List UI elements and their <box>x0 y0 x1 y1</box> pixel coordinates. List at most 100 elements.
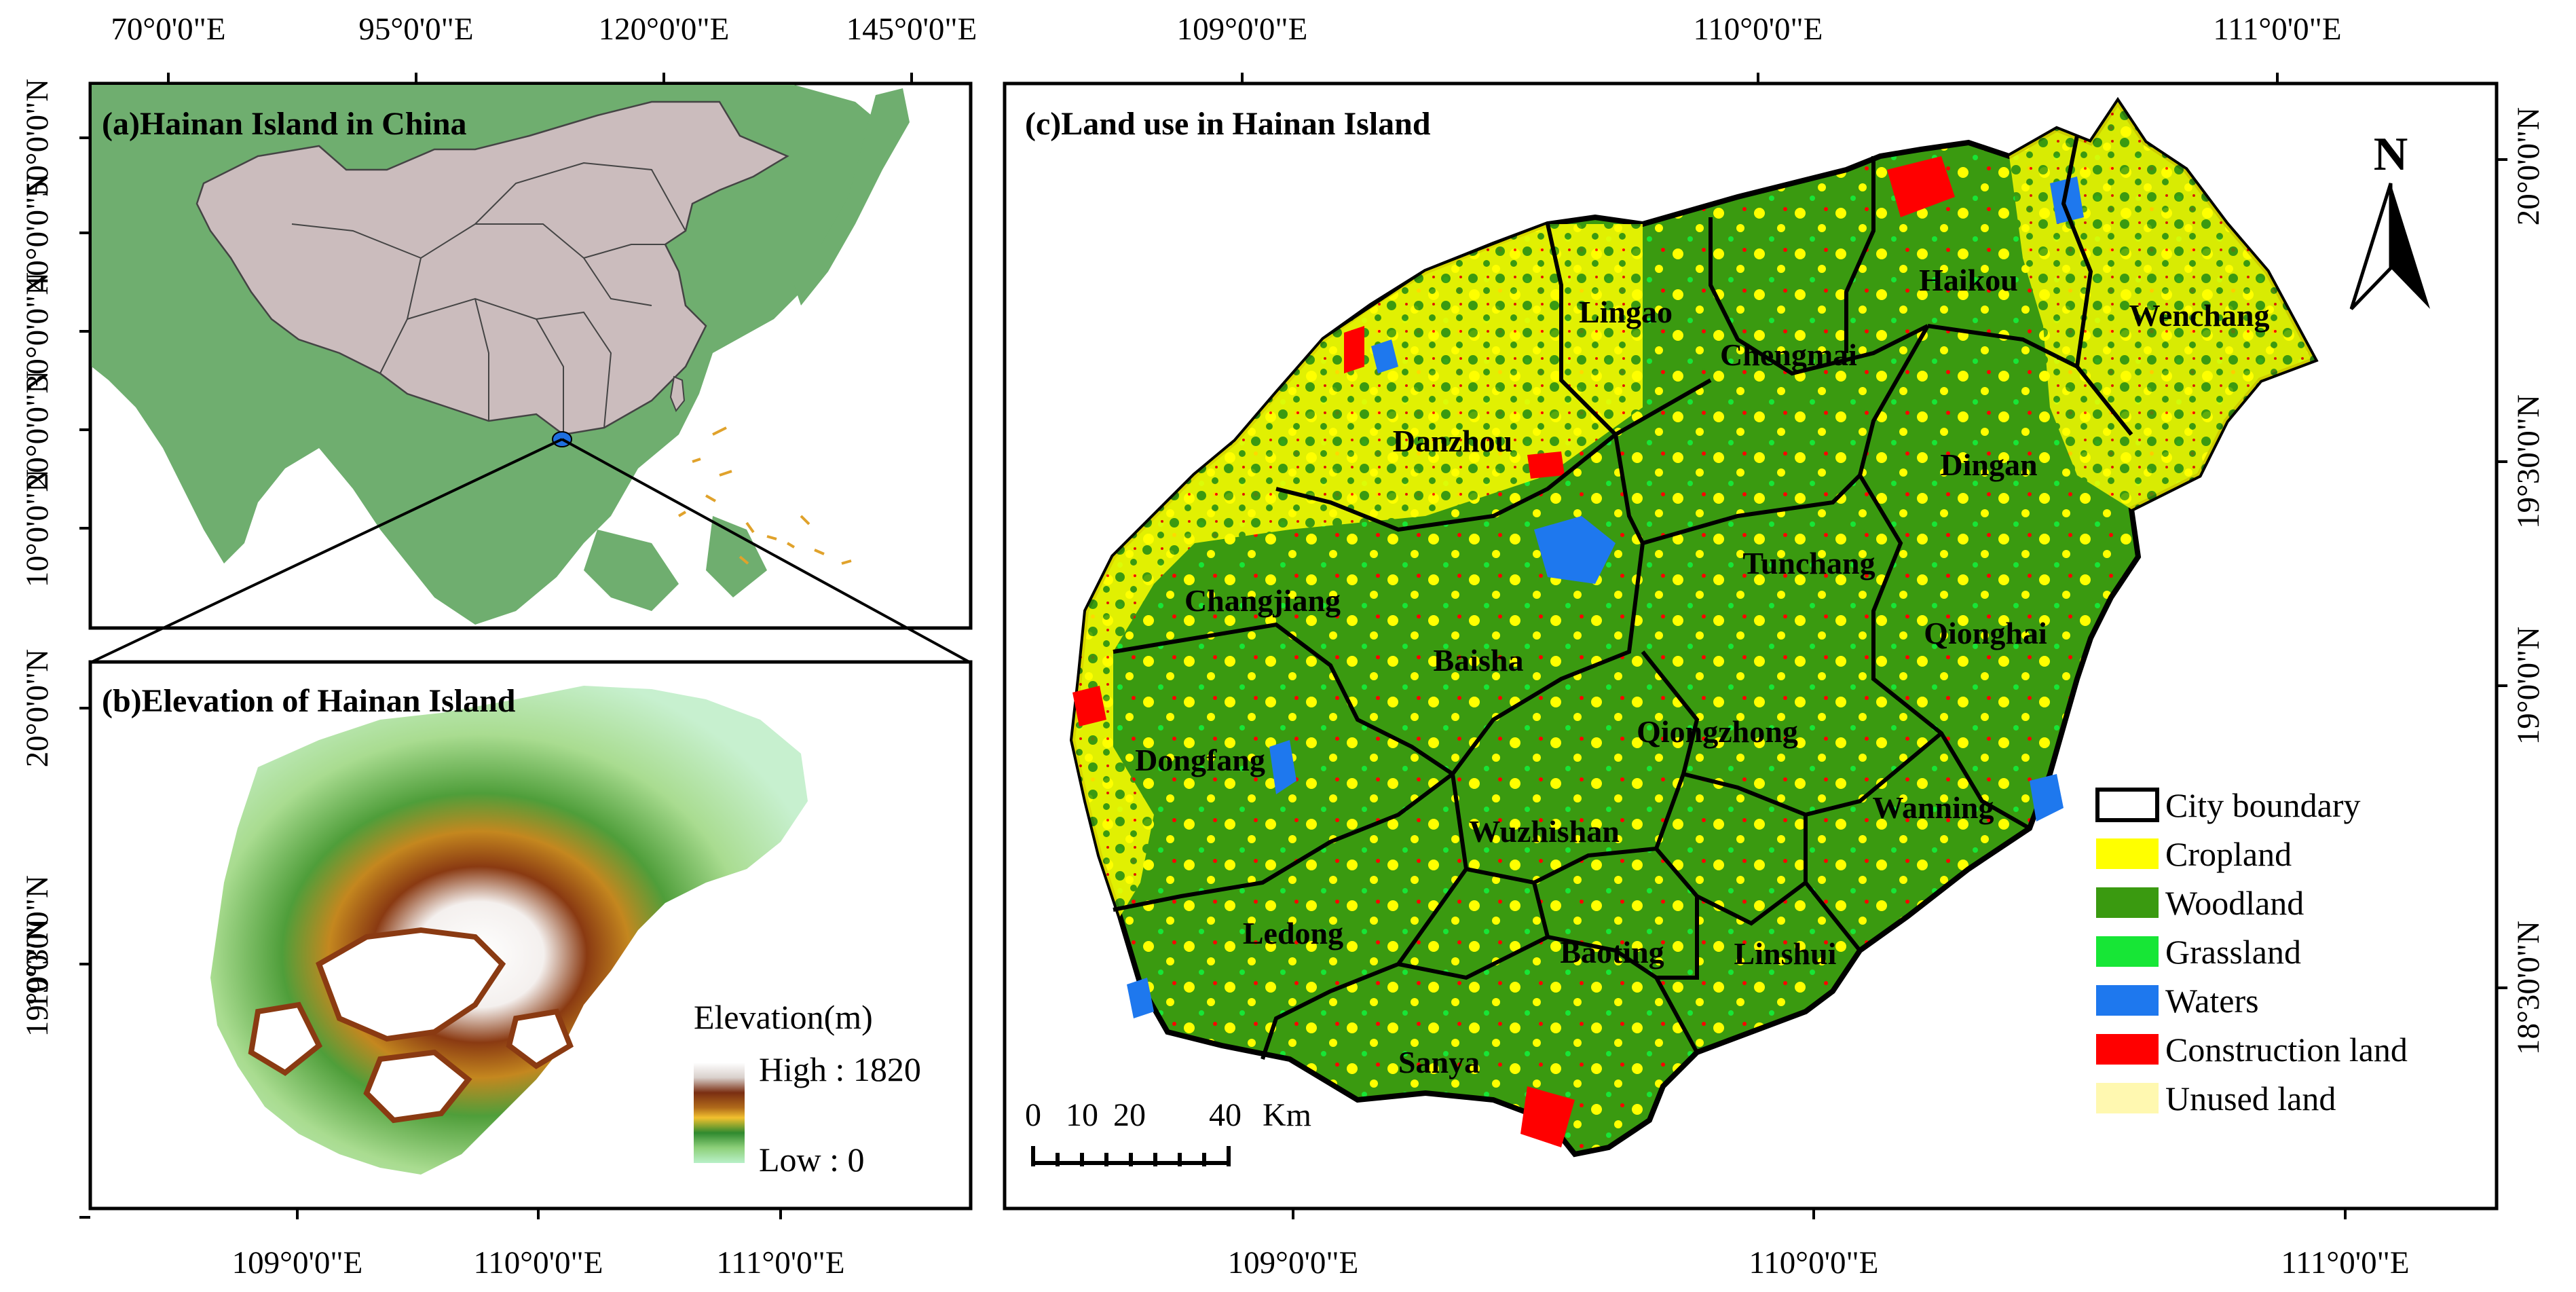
panel-b-bottom-ticks: 109°0'0"E 110°0'0"E 111°0'0"E <box>232 1208 845 1280</box>
panel-a-title: (a)Hainan Island in China <box>102 106 467 142</box>
legend-label-woodland: Woodland <box>2165 884 2304 922</box>
panel-c-city-labels: Lingao Haikou Wenchang Chengmai Danzhou … <box>1135 263 2269 1079</box>
panel-c-top-tick: 109°0'0"E <box>1177 12 1308 47</box>
panel-c-right-tick: 19°30'0"N <box>2511 394 2546 529</box>
panel-a-left-ticks: 50°0'0"N 40°0'0"N 30°0'0"N 20°0'0"N 10°0… <box>20 79 90 587</box>
elevation-legend-low: Low : 0 <box>759 1141 865 1179</box>
panel-a-taiwan <box>669 375 686 412</box>
panel-a-top-tick: 70°0'0"E <box>111 12 225 47</box>
panel-c-bottom-tick: 110°0'0"E <box>1749 1245 1879 1280</box>
panel-b-mountain-peaks <box>248 927 574 1124</box>
city-label-danzhou: Danzhou <box>1393 424 1512 458</box>
panel-a-top-tick: 120°0'0"E <box>599 12 730 47</box>
panel-c-bottom-tick: 111°0'0"E <box>2281 1245 2409 1280</box>
panel-c-title: (c)Land use in Hainan Island <box>1025 106 1431 142</box>
legend-swatch-construction <box>2096 1034 2159 1065</box>
panel-b-left-tick: 19°0'0"N <box>20 919 55 1037</box>
panel-b-bottom-tick: 110°0'0"E <box>474 1245 603 1280</box>
panel-a-japan <box>794 88 910 306</box>
panel-a-china <box>195 100 789 436</box>
legend-label-grassland: Grassland <box>2165 933 2301 971</box>
panel-a-top-tick: 145°0'0"E <box>846 12 977 47</box>
city-label-wanning: Wanning <box>1873 790 1994 825</box>
panel-a-left-tick: 20°0'0"N <box>20 371 55 489</box>
north-arrow-icon <box>2391 183 2430 309</box>
scale-unit: Km <box>1263 1097 1311 1133</box>
legend-swatch-grassland <box>2096 936 2159 967</box>
legend-swatch-city-boundary <box>2095 788 2159 822</box>
panel-c-right-ticks: 20°0'0"N 19°30'0"N 19°0'0"N 18°30'0"N <box>2497 107 2546 1055</box>
panel-c-right-tick: 18°30'0"N <box>2511 921 2546 1055</box>
city-label-wenchang: Wenchang <box>2129 298 2269 333</box>
panel-a-left-tick: 10°0'0"N <box>20 469 55 587</box>
legend-label-construction: Construction land <box>2165 1031 2408 1069</box>
panel-c-bottom-tick: 109°0'0"E <box>1228 1245 1359 1280</box>
north-arrow-label: N <box>2374 128 2408 181</box>
city-label-lingao: Lingao <box>1579 295 1673 329</box>
panel-a-top-tick: 95°0'0"E <box>358 12 473 47</box>
scale-bar: 0 10 20 40 Km <box>1025 1097 1311 1166</box>
panel-a-left-tick: 40°0'0"N <box>20 174 55 292</box>
legend-swatch-cropland <box>2096 838 2159 869</box>
landuse-legend: City boundary Cropland Woodland Grasslan… <box>2095 786 2408 1118</box>
panel-a: (a)Hainan Island in China 70°0'0"E 95°0'… <box>20 12 977 630</box>
scale-tick: 40 <box>1209 1097 1242 1133</box>
panel-b-left-ticks: 20°0'0"N 19°30'0"N 19°0'0"N <box>20 649 90 1219</box>
city-label-chengmai: Chengmai <box>1720 337 1857 372</box>
panel-c-coastal-cropland <box>1072 224 1643 917</box>
panel-c-right-tick: 19°0'0"N <box>2511 627 2546 745</box>
city-label-qiongzhong: Qiongzhong <box>1637 714 1798 749</box>
city-label-ledong: Ledong <box>1243 916 1343 950</box>
city-label-tunchang: Tunchang <box>1742 546 1875 580</box>
panel-b-title: (b)Elevation of Hainan Island <box>102 683 516 719</box>
scale-tick: 10 <box>1066 1097 1098 1133</box>
panel-a-province-lines <box>291 162 686 435</box>
city-label-dingan: Dingan <box>1940 447 2037 482</box>
elevation-legend-title: Elevation(m) <box>694 998 873 1036</box>
zoom-connector-lines <box>91 438 970 663</box>
city-label-changjiang: Changjiang <box>1184 583 1341 618</box>
city-label-wuzhishan: Wuzhishan <box>1469 814 1620 849</box>
panel-b: (b)Elevation of Hainan Island Elevation(… <box>20 649 973 1280</box>
legend-label-cropland: Cropland <box>2165 835 2292 873</box>
panel-c-bottom-ticks: 109°0'0"E 110°0'0"E 111°0'0"E <box>1228 1208 2410 1280</box>
panel-a-scs-islands <box>677 426 852 565</box>
panel-c-waters <box>1127 177 2084 1018</box>
city-label-sanya: Sanya <box>1398 1045 1480 1079</box>
panel-c-east-cropland <box>2009 102 2315 509</box>
legend-swatch-unused <box>2096 1083 2159 1113</box>
panel-c-city-boundaries <box>1113 135 2133 1060</box>
elevation-color-ramp <box>694 1063 745 1163</box>
panel-a-top-ticks: 70°0'0"E 95°0'0"E 120°0'0"E 145°0'0"E <box>111 12 977 84</box>
panel-c-construction <box>1072 156 1955 1147</box>
legend-label-unused: Unused land <box>2165 1079 2336 1118</box>
panel-c-top-tick: 110°0'0"E <box>1694 12 1823 47</box>
north-arrow: N <box>2349 128 2430 310</box>
legend-swatch-woodland <box>2096 887 2159 918</box>
panel-b-left-tick: 20°0'0"N <box>20 649 55 767</box>
elevation-legend: Elevation(m) High : 1820 Low : 0 <box>694 998 921 1179</box>
panel-c: (c)Land use in Hainan Island Lingao Haik… <box>1003 12 2546 1280</box>
legend-swatch-waters <box>2096 985 2159 1016</box>
city-label-linshui: Linshui <box>1734 936 1837 971</box>
scale-tick: 0 <box>1025 1097 1041 1133</box>
scale-tick: 20 <box>1113 1097 1146 1133</box>
city-label-baoting: Baoting <box>1560 935 1664 970</box>
city-label-baisha: Baisha <box>1434 643 1524 678</box>
elevation-legend-high: High : 1820 <box>759 1050 921 1088</box>
panel-c-right-tick: 20°0'0"N <box>2511 107 2546 225</box>
panel-a-left-tick: 50°0'0"N <box>20 79 55 197</box>
city-label-qionghai: Qionghai <box>1924 616 2047 650</box>
panel-c-top-ticks: 109°0'0"E 110°0'0"E 111°0'0"E <box>1177 12 2342 84</box>
panel-b-island-elevation <box>210 686 808 1175</box>
legend-label-city-boundary: City boundary <box>2165 786 2360 824</box>
panel-b-bottom-tick: 109°0'0"E <box>232 1245 363 1280</box>
panel-b-bottom-tick: 111°0'0"E <box>716 1245 844 1280</box>
panel-a-sea-islands <box>584 516 767 611</box>
city-label-dongfang: Dongfang <box>1135 743 1265 777</box>
panel-b-left-tick: 19°30'0"N <box>20 875 55 1010</box>
panel-a-left-tick: 30°0'0"N <box>20 272 55 390</box>
panel-c-top-tick: 111°0'0"E <box>2213 12 2341 47</box>
legend-label-waters: Waters <box>2165 982 2259 1020</box>
